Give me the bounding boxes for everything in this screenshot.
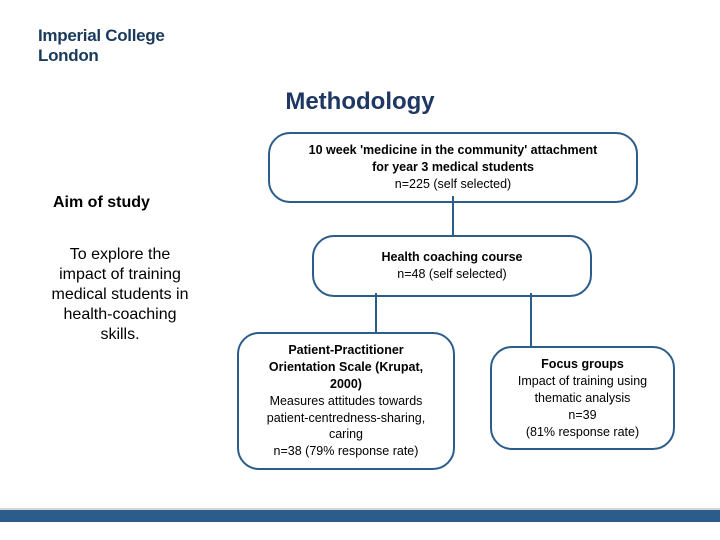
box-line: Orientation Scale (Krupat, <box>257 359 435 376</box>
connector <box>530 293 532 346</box>
logo-line2: London <box>38 46 165 66</box>
box-line: n=38 (79% response rate) <box>257 443 435 460</box>
box-line: Impact of training using <box>510 373 655 390</box>
aim-line: health-coaching <box>30 305 210 325</box>
page-title: Methodology <box>0 88 720 116</box>
box-line: for year 3 medical students <box>288 159 618 176</box>
box-line: Patient-Practitioner <box>257 342 435 359</box>
box-course: Health coaching course n=48 (self select… <box>312 235 592 297</box>
box-line: patient-centredness-sharing, <box>257 410 435 427</box>
aim-line: impact of training <box>30 265 210 285</box>
connector <box>452 196 454 235</box>
box-line: caring <box>257 426 435 443</box>
connector <box>375 293 377 332</box>
box-line: 10 week 'medicine in the community' atta… <box>288 142 618 159</box>
box-ppos: Patient-Practitioner Orientation Scale (… <box>237 332 455 470</box>
box-line: Measures attitudes towards <box>257 393 435 410</box>
box-line: (81% response rate) <box>510 424 655 441</box>
aim-line: To explore the <box>30 245 210 265</box>
box-line: n=48 (self selected) <box>332 266 572 283</box>
box-line: thematic analysis <box>510 390 655 407</box>
box-line: n=225 (self selected) <box>288 176 618 193</box>
aim-line: medical students in <box>30 285 210 305</box>
box-line: 2000) <box>257 376 435 393</box>
box-line: Focus groups <box>510 356 655 373</box>
box-focus-groups: Focus groups Impact of training using th… <box>490 346 675 450</box>
footer-bar <box>0 510 720 522</box>
box-attachment: 10 week 'medicine in the community' atta… <box>268 132 638 203</box>
aim-body: To explore the impact of training medica… <box>30 245 210 345</box>
logo-line1: Imperial College <box>38 26 165 46</box>
box-line: Health coaching course <box>332 249 572 266</box>
aim-line: skills. <box>30 325 210 345</box>
logo: Imperial College London <box>38 26 165 65</box>
box-line: n=39 <box>510 407 655 424</box>
aim-heading: Aim of study <box>53 194 150 212</box>
